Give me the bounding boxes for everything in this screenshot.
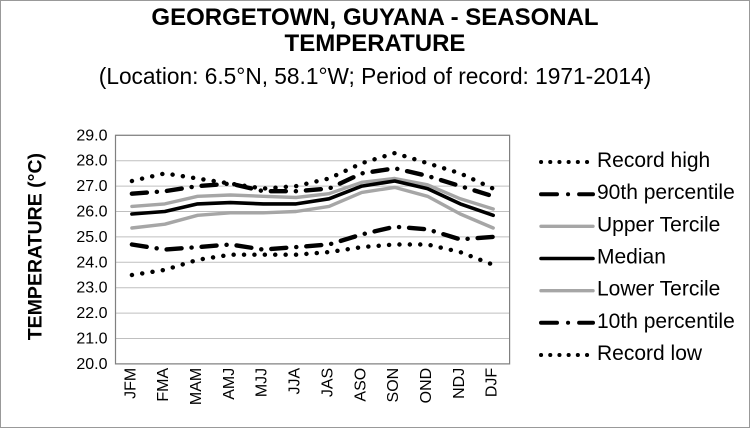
svg-text:20.0: 20.0 — [76, 356, 107, 373]
svg-text:27.0: 27.0 — [76, 178, 107, 195]
svg-text:28.0: 28.0 — [76, 153, 107, 170]
svg-text:DJF: DJF — [484, 368, 501, 398]
svg-text:Median: Median — [597, 246, 666, 269]
svg-text:Lower Tercile: Lower Tercile — [597, 278, 720, 301]
svg-text:22.0: 22.0 — [76, 305, 107, 322]
svg-text:Upper Tercile: Upper Tercile — [597, 213, 720, 236]
svg-text:29.0: 29.0 — [76, 127, 107, 144]
svg-text:MJJ: MJJ — [254, 368, 271, 397]
svg-text:Record high: Record high — [597, 149, 710, 172]
svg-text:JAS: JAS — [319, 368, 336, 397]
svg-text:NDJ: NDJ — [451, 368, 468, 399]
svg-text:AMJ: AMJ — [221, 368, 238, 400]
svg-text:24.0: 24.0 — [76, 254, 107, 271]
svg-text:23.0: 23.0 — [76, 280, 107, 297]
svg-text:Record low: Record low — [597, 342, 703, 365]
svg-text:ASO: ASO — [352, 368, 369, 402]
svg-text:MAM: MAM — [188, 368, 205, 405]
svg-text:21.0: 21.0 — [76, 331, 107, 348]
svg-text:SON: SON — [385, 368, 402, 403]
svg-text:26.0: 26.0 — [76, 204, 107, 221]
svg-text:JJA: JJA — [287, 367, 304, 394]
svg-text:90th percentile: 90th percentile — [597, 181, 735, 204]
svg-text:OND: OND — [418, 368, 435, 404]
svg-text:FMA: FMA — [155, 367, 172, 401]
svg-text:JFM: JFM — [122, 368, 139, 399]
svg-text:10th percentile: 10th percentile — [597, 310, 735, 333]
svg-text:25.0: 25.0 — [76, 229, 107, 246]
svg-text:TEMPERATURE (°C): TEMPERATURE (°C) — [25, 153, 47, 340]
